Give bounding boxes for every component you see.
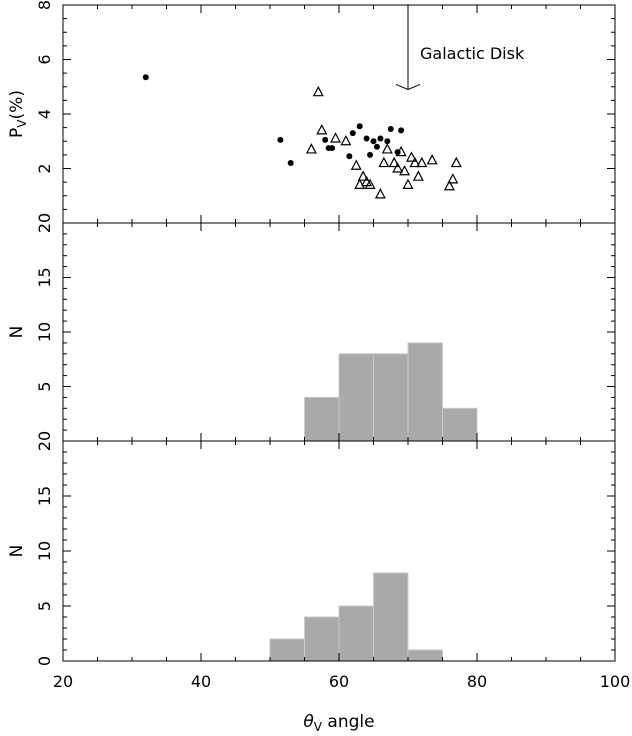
annotation-text: Galactic Disk [420,44,525,63]
x-axis-label: θV angle [303,712,374,734]
histogram-panel-bottom: 0 5 10 15 20 20 40 60 80 100 N θV angle [7,431,630,734]
histogram-bar [373,353,409,442]
data-point-triangle [412,170,424,181]
data-point-circle [277,136,284,143]
data-point-triangle [381,143,393,154]
data-point-circle [398,127,405,134]
data-point-triangle [374,188,386,199]
histogram-bar [373,572,409,662]
data-point-triangle [416,156,428,168]
y-tick-label: 20 [35,213,54,233]
x-tick-label: 40 [191,672,211,691]
scatter-axis-ticks [62,4,616,224]
scatter-points [142,74,462,199]
data-point-triangle [409,156,421,168]
data-point-circle [387,125,394,132]
y-tick-label: 15 [35,486,54,506]
data-point-circle [356,123,363,130]
data-point-triangle [312,85,324,97]
histogram-bar [407,649,443,662]
data-point-triangle [405,151,417,162]
data-point-triangle [392,162,404,173]
y-tick-label: 20 [35,431,54,451]
histogram-y-tick-labels-middle: 5 10 15 20 [35,213,54,392]
histogram-y-tick-labels-bottom: 0 5 10 15 20 [35,431,54,666]
data-point-circle [367,151,374,158]
histogram-bar [304,616,340,662]
scatter-y-axis-label: PV(%) [7,90,29,138]
y-tick-label: 2 [35,163,54,173]
y-tick-label: 15 [35,267,54,287]
data-point-triangle [395,145,407,157]
data-point-triangle [305,143,317,154]
data-point-triangle [340,134,352,146]
histogram-bar [338,605,374,662]
galactic-disk-annotation: Galactic Disk [395,5,525,91]
data-point-circle [373,143,380,150]
histogram-bars-middle [304,342,478,442]
data-point-circle [329,145,336,152]
x-tick-label: 100 [600,672,631,691]
data-point-triangle [378,156,390,168]
data-point-circle [377,135,384,142]
y-tick-label: 8 [35,0,54,10]
data-point-triangle [364,178,376,189]
data-point-circle [363,135,370,142]
data-point-triangle [426,154,438,165]
y-tick-label: 6 [35,54,54,64]
data-point-circle [142,74,149,81]
data-point-triangle [399,164,411,176]
data-point-circle [349,130,356,137]
x-tick-labels: 20 40 60 80 100 [53,672,630,691]
data-point-circle [370,138,377,145]
y-tick-label: 5 [35,381,54,391]
scatter-frame [62,4,616,224]
histogram-ticks-bottom [62,440,616,662]
x-tick-label: 60 [329,672,349,691]
data-point-triangle [450,156,462,168]
annotation-arrow-head [395,84,421,91]
data-point-circle [322,136,329,143]
data-point-triangle [357,170,369,181]
y-tick-label: 5 [35,601,54,611]
histogram-bar [304,396,340,442]
data-point-circle [346,153,353,160]
scatter-panel: 2 4 6 8 PV(%) Galactic Disk [7,0,616,224]
histogram-bar [338,353,374,442]
histogram-ticks-middle [62,222,616,442]
histogram-y-axis-label-middle: N [7,326,27,339]
data-point-triangle [402,178,414,189]
x-tick-label: 20 [53,672,73,691]
data-point-circle [384,138,391,145]
histogram-bar [269,638,305,662]
data-point-triangle [447,173,459,184]
data-point-triangle [354,178,366,189]
data-point-triangle [316,124,328,135]
data-point-triangle [330,132,342,143]
x-tick-label: 80 [467,672,487,691]
histogram-bars-bottom [269,572,443,662]
data-point-triangle [350,159,362,170]
histogram-y-axis-label-bottom: N [7,545,27,558]
data-point-circle [287,160,294,167]
y-tick-label: 10 [35,322,54,342]
y-tick-label: 0 [35,656,54,666]
y-tick-label: 4 [35,109,54,119]
data-point-triangle [388,156,400,168]
scatter-y-tick-labels: 2 4 6 8 [35,0,54,174]
histogram-bar [407,342,443,442]
data-point-triangle [443,179,455,191]
histogram-bar [442,407,478,442]
histogram-panel-middle: 5 10 15 20 N [7,213,616,442]
y-tick-label: 10 [35,541,54,561]
